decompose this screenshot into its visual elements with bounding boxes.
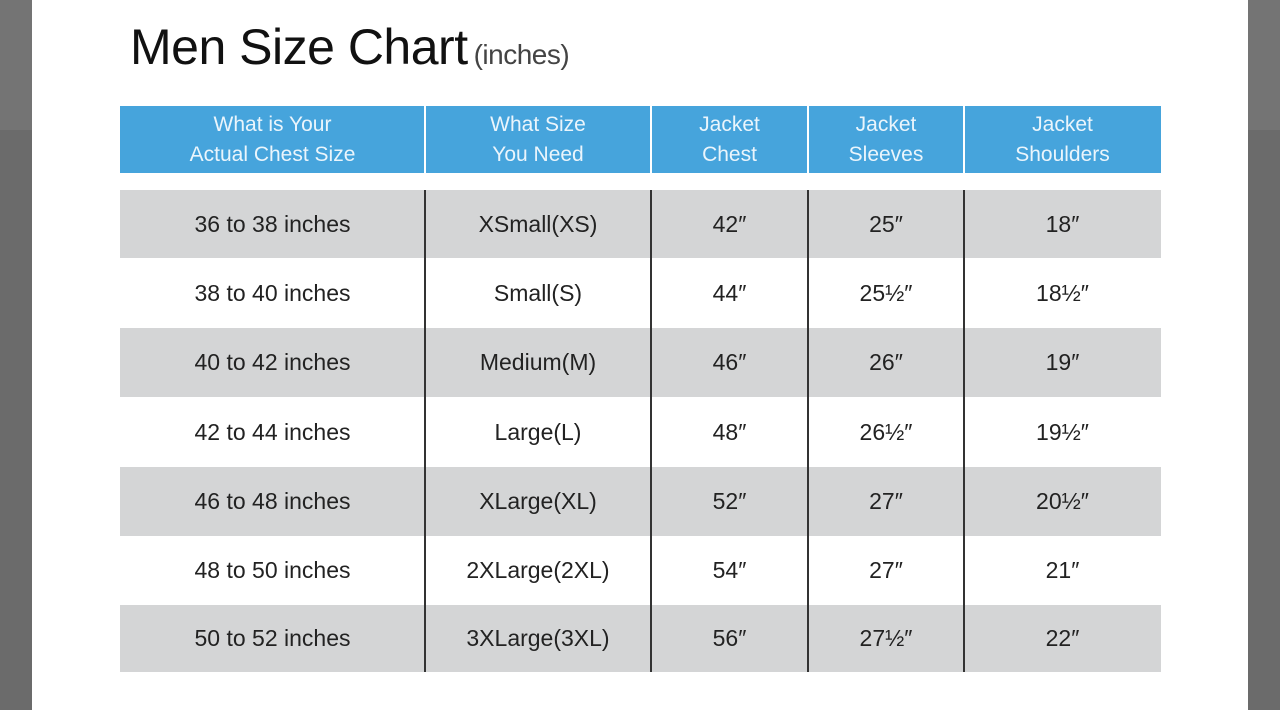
- table-cell: 56″: [712, 625, 747, 651]
- header-divider: [424, 106, 426, 173]
- header-divider: [963, 106, 965, 173]
- table-cell: 3XLarge(3XL): [466, 625, 610, 651]
- title-unit: (inches): [473, 39, 570, 70]
- table-row: 38 to 40 inches Small(S) 44″ 25½″ 18½″: [120, 258, 1161, 328]
- table-cell: 26″: [869, 349, 903, 375]
- table-cell: Small(S): [493, 279, 583, 306]
- column-header: Jacket Sleeves: [848, 112, 924, 166]
- table-cell: XSmall(XS): [478, 210, 598, 237]
- column-header: Jacket Shoulders: [1015, 112, 1110, 166]
- table-cell: 18″: [1045, 210, 1080, 237]
- table-cell: 21″: [1045, 557, 1080, 583]
- column-header: Jacket Chest: [699, 112, 760, 166]
- table-cell: 44″: [712, 279, 747, 306]
- table-cell: 22″: [1045, 625, 1080, 651]
- table-cell: 50 to 52 inches: [194, 625, 351, 651]
- table-cell: 42″: [712, 210, 747, 237]
- table-cell: 36 to 38 inches: [194, 210, 351, 237]
- table-cell: 19″: [1045, 349, 1080, 375]
- table-row: 42 to 44 inches Large(L) 48″ 26½″ 19½″: [120, 397, 1161, 467]
- header-divider: [650, 106, 652, 173]
- table-cell: 20½″: [1036, 488, 1089, 514]
- table-cell: Medium(M): [479, 349, 597, 375]
- table-cell: 46 to 48 inches: [194, 488, 351, 514]
- table-cell: 46″: [712, 349, 747, 375]
- table-cell: 54″: [712, 557, 747, 583]
- table-cell: 48″: [712, 418, 747, 445]
- column-header: What is Your Actual Chest Size: [189, 112, 356, 166]
- table-cell: Large(L): [494, 418, 582, 445]
- column-divider: [807, 190, 809, 672]
- table-cell: XLarge(XL): [479, 488, 597, 514]
- table-cell: 27″: [869, 557, 903, 583]
- column-header: What Size You Need: [490, 112, 586, 166]
- table-cell: 42 to 44 inches: [194, 418, 351, 445]
- table-cell: 38 to 40 inches: [194, 279, 351, 306]
- table-cell: 27½″: [859, 625, 913, 651]
- table-cell: 19½″: [1036, 418, 1089, 445]
- column-divider: [650, 190, 652, 672]
- table-row: 36 to 38 inches XSmall(XS) 42″ 25″ 18″: [120, 190, 1161, 258]
- header-divider: [807, 106, 809, 173]
- table-cell: 48 to 50 inches: [194, 557, 351, 583]
- table-cell: 25½″: [859, 279, 913, 306]
- table-cell: 26½″: [859, 418, 913, 445]
- table-header: What is Your Actual Chest Size What Size …: [120, 106, 1161, 173]
- table-row: 48 to 50 inches 2XLarge(2XL) 54″ 27″ 21″: [120, 536, 1161, 605]
- table-cell: 52″: [712, 488, 747, 514]
- image-viewer: Men Size Chart (inches) What is Your Actu…: [32, 0, 1248, 710]
- table-cell: 27″: [869, 488, 903, 514]
- column-divider: [424, 190, 426, 672]
- table-cell: 2XLarge(2XL): [466, 557, 610, 583]
- table-row: 46 to 48 inches XLarge(XL) 52″ 27″ 20½″: [120, 467, 1161, 536]
- chart-title: Men Size Chart (inches): [130, 18, 570, 76]
- title-text: Men Size Chart: [130, 19, 468, 75]
- table-cell: 18½″: [1036, 279, 1089, 306]
- table-row: 40 to 42 inches Medium(M) 46″ 26″ 19″: [120, 328, 1161, 397]
- table-cell: 40 to 42 inches: [194, 349, 351, 375]
- column-divider: [963, 190, 965, 672]
- table-row: 50 to 52 inches 3XLarge(3XL) 56″ 27½″ 22″: [120, 605, 1161, 672]
- table-cell: 25″: [869, 210, 903, 237]
